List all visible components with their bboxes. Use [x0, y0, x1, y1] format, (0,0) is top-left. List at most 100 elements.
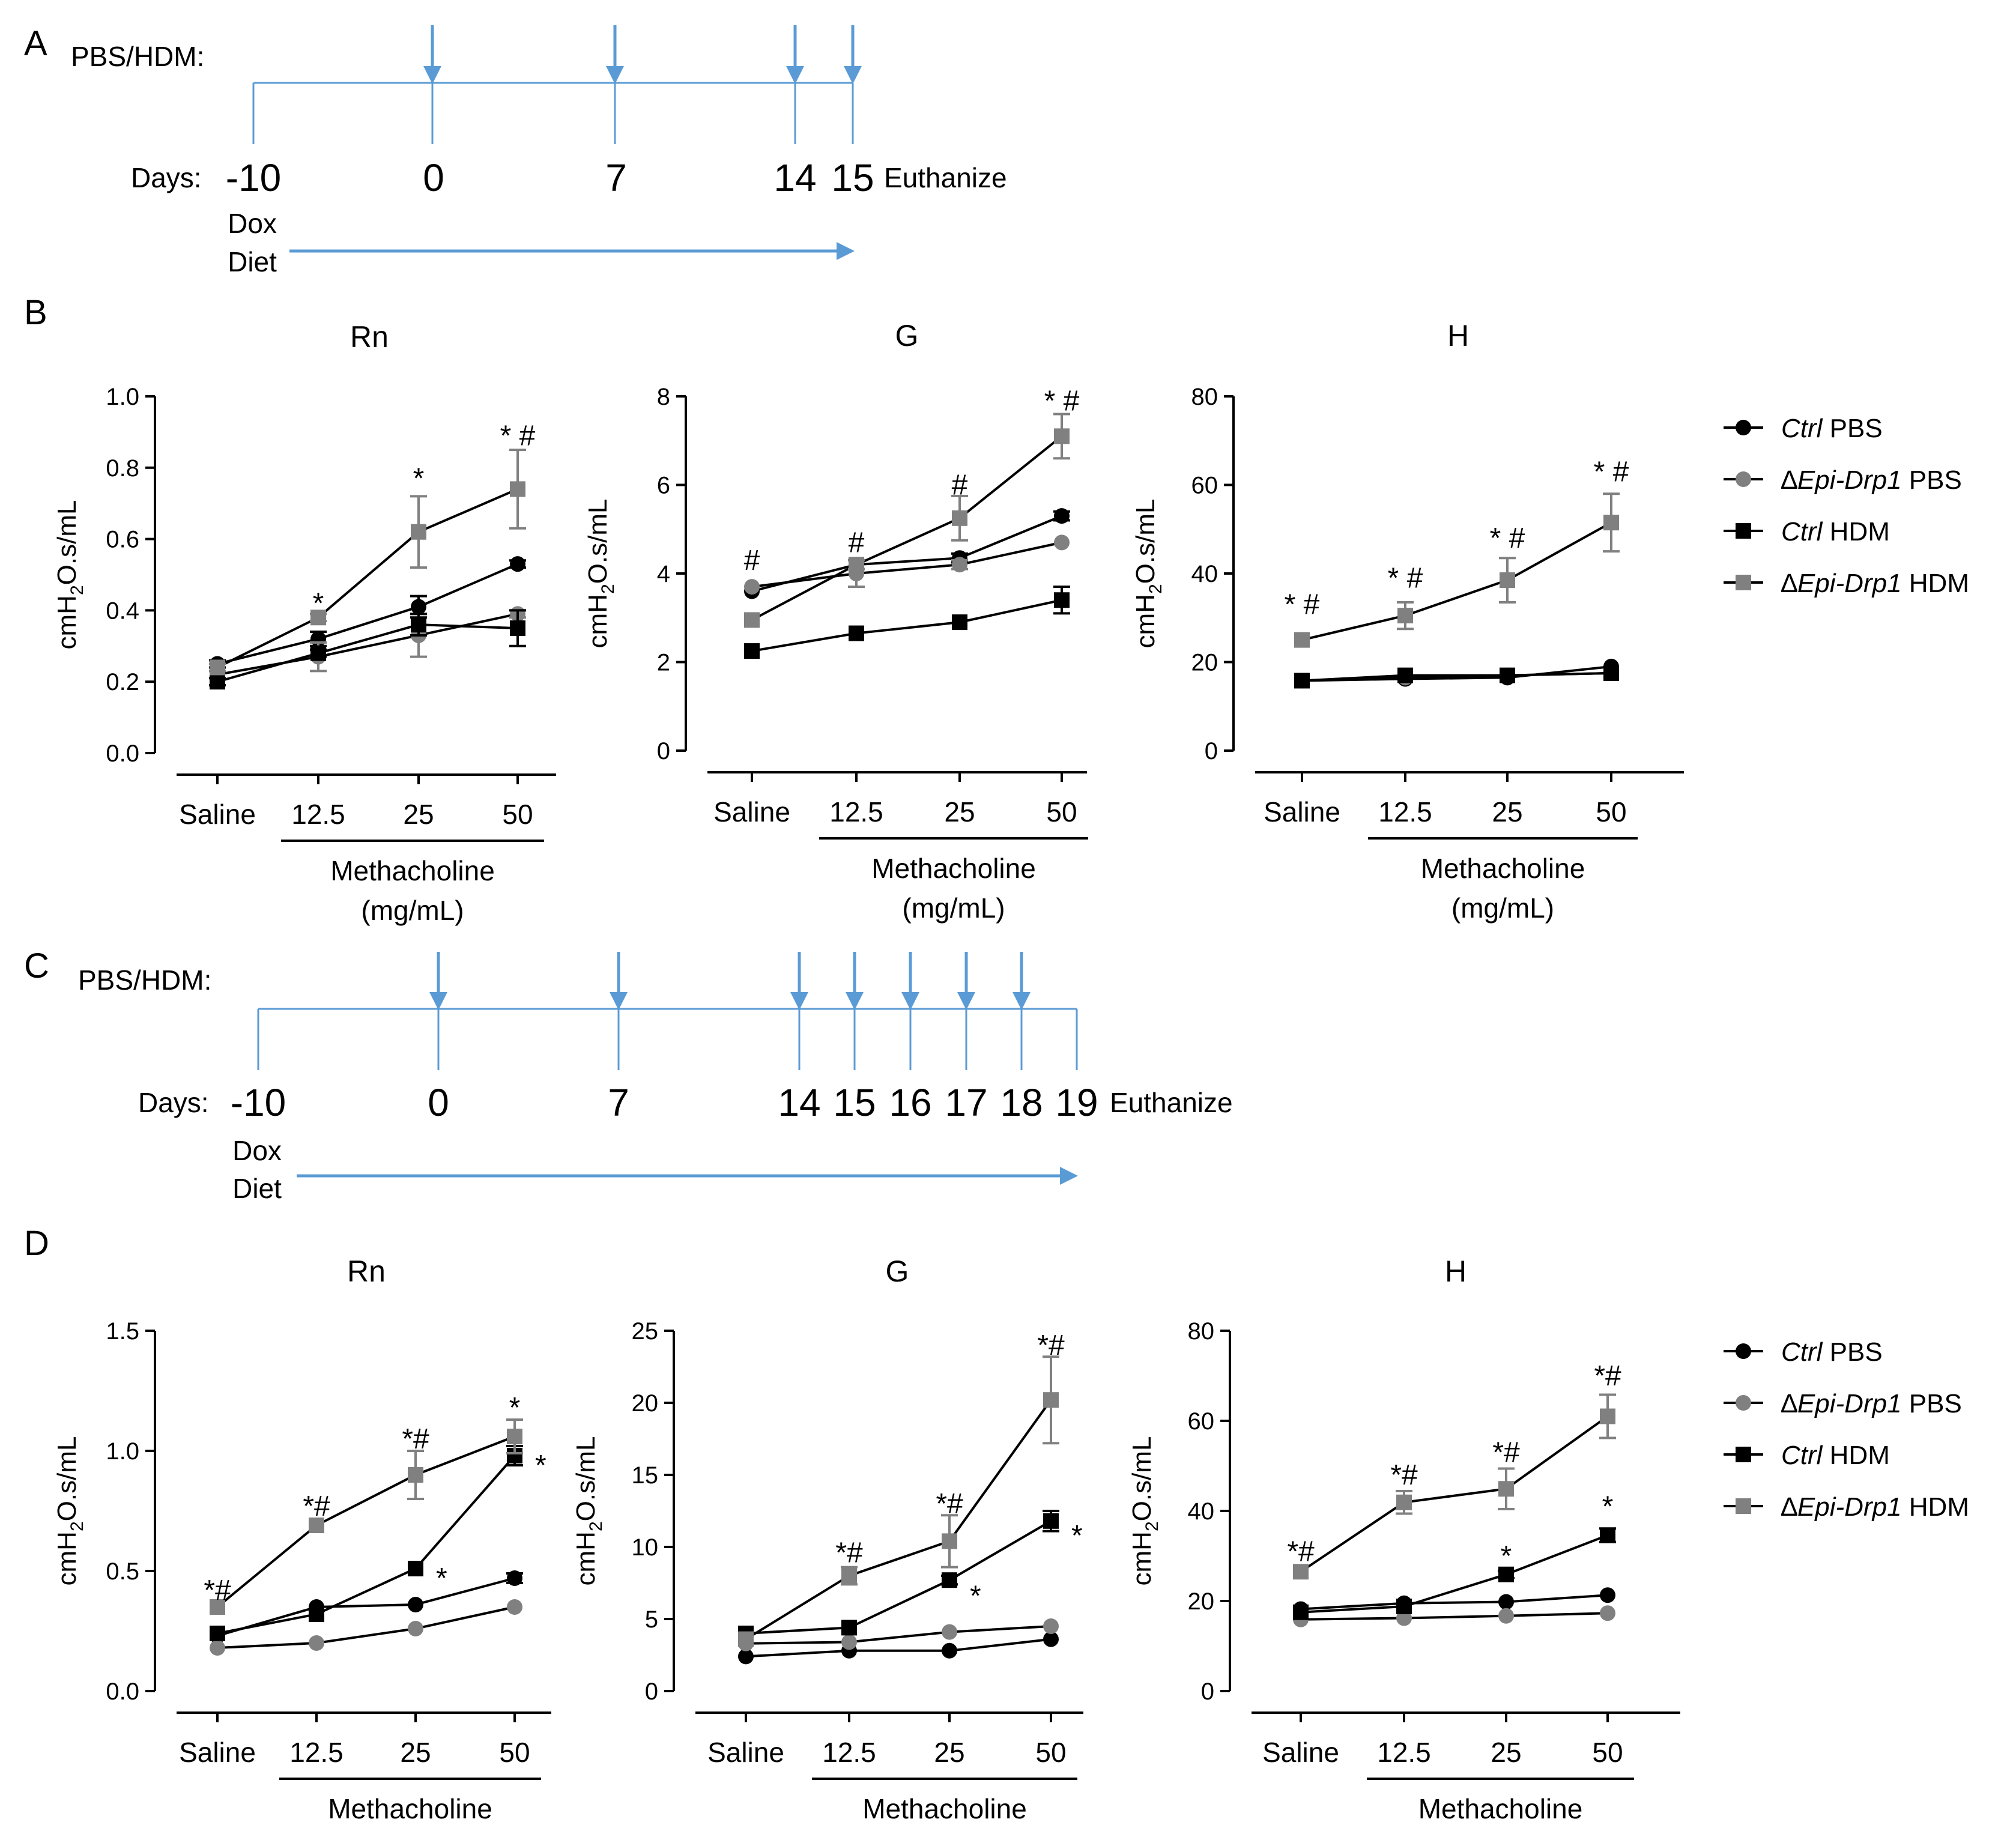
data-point [1294, 673, 1310, 689]
series-ctrl-hdm [210, 1445, 523, 1641]
x-axis-label-unit: (mg/mL) [1451, 892, 1554, 924]
significance-marker: *# [1287, 1536, 1315, 1568]
x-tick-label: 50 [1592, 1737, 1623, 1768]
x-axis-label-unit: (mg/mL) [902, 892, 1005, 924]
legend-item: ∆Epi-Drp1 HDM [1724, 569, 1969, 598]
y-tick-label: 40 [1188, 1498, 1215, 1525]
day-label: 14 [773, 156, 816, 199]
series-ctrl-pbs [744, 508, 1070, 599]
day-label: -10 [226, 156, 282, 199]
series-line [217, 1454, 516, 1635]
y-tick-label: 5 [645, 1606, 658, 1633]
x-axis-label: Methacholine [330, 855, 495, 886]
day-label: 16 [889, 1081, 931, 1124]
series-line [1300, 1534, 1608, 1614]
data-point [1043, 1392, 1059, 1408]
x-tick-label: 50 [1596, 796, 1626, 828]
y-tick-label: 15 [632, 1462, 659, 1489]
significance-marker: * # [1044, 385, 1080, 417]
day-label: 17 [945, 1081, 987, 1124]
series-line [217, 488, 518, 669]
data-point [408, 1597, 423, 1612]
y-tick-label: 40 [1191, 561, 1218, 587]
series-line [1301, 521, 1612, 641]
significance-marker: * [535, 1450, 546, 1481]
y-axis-label: cmH2O.s/mL [52, 1436, 87, 1586]
data-point [1043, 1618, 1059, 1634]
y-axis-label: cmH2O.s/mL [583, 499, 618, 649]
y-tick-label: 60 [1188, 1408, 1215, 1435]
y-tick-label: 0 [657, 738, 670, 764]
data-point [1043, 1513, 1059, 1529]
day-label: 14 [778, 1081, 820, 1124]
significance-marker: * [1501, 1540, 1512, 1572]
chart-title: G [895, 319, 919, 353]
x-tick-label: 12.5 [289, 1737, 344, 1768]
legend-label: ∆Epi-Drp1 PBS [1781, 465, 1962, 495]
data-point [507, 1429, 522, 1444]
data-point [411, 617, 426, 633]
data-point [841, 1634, 857, 1650]
legend-marker [1736, 471, 1751, 487]
y-tick-label: 4 [657, 561, 670, 587]
legend-marker [1736, 575, 1751, 590]
x-axis-label-unit: (mg/mL) [359, 1833, 461, 1837]
days-label-a: Days: [131, 162, 202, 193]
x-tick-label: 25 [400, 1737, 431, 1768]
data-point [952, 510, 967, 526]
chart-d-rn: Rn 0.0 0.5 1.0 1.5 cmH2O.s/mL Saline 12.5 25 50Me… [52, 1254, 551, 1837]
data-point [1396, 1599, 1412, 1614]
series-ctrl-hdm [738, 1510, 1059, 1641]
x-axis-label-unit: (mg/mL) [361, 895, 464, 926]
day-label: 0 [428, 1081, 449, 1124]
data-point [309, 1635, 324, 1651]
legend-item: ∆Epi-Drp1 HDM [1724, 1492, 1969, 1522]
timeline-a: A PBS/HDM: Days: -10 0 7 14 15 Euthanize… [24, 24, 1007, 277]
diet-label-c: Diet [232, 1173, 282, 1204]
legend-label: Ctrl PBS [1781, 414, 1883, 443]
data-point [738, 1631, 754, 1647]
data-point [1498, 1608, 1514, 1624]
series-ctrl-hdm [209, 609, 526, 690]
x-tick-label: 12.5 [822, 1737, 876, 1768]
day-label: 7 [608, 1081, 629, 1124]
data-point [1498, 1481, 1514, 1497]
series-epi-drp1-hdm [1293, 1393, 1616, 1580]
y-tick-label: 1.0 [106, 1438, 139, 1465]
y-tick-label: 25 [632, 1318, 659, 1345]
series-ctrl-hdm [1293, 1527, 1616, 1620]
x-tick-label: Saline [1262, 1737, 1339, 1768]
series-epi-drp1-pbs [210, 1599, 522, 1656]
treatment-label-a: PBS/HDM: [71, 41, 204, 72]
data-point [310, 645, 326, 661]
data-point [210, 1599, 225, 1615]
data-point [738, 1648, 754, 1665]
legend-label: Ctrl PBS [1781, 1337, 1883, 1367]
data-point [1397, 667, 1413, 683]
significance-marker: * # [1285, 589, 1320, 621]
significance-marker: * # [1594, 456, 1629, 488]
data-point [1603, 515, 1619, 531]
legend-label: ∆Epi-Drp1 HDM [1781, 569, 1969, 598]
series-line [217, 1606, 515, 1649]
data-point [507, 1599, 522, 1615]
data-point [1043, 1631, 1059, 1647]
significance-marker: # [849, 527, 865, 558]
euthanize-label-a: Euthanize [884, 162, 1007, 193]
legend-marker [1736, 1395, 1751, 1411]
panel-label-b: B [24, 293, 47, 332]
x-axis-label: Methacholine [1418, 1793, 1583, 1824]
x-tick-label: Saline [707, 1737, 784, 1768]
series-line [745, 1638, 1052, 1658]
data-point [1600, 1408, 1615, 1424]
significance-marker: * [970, 1581, 981, 1612]
data-point [408, 1467, 423, 1483]
day-label: 19 [1055, 1081, 1098, 1124]
series-line [217, 1577, 515, 1637]
data-point [744, 643, 760, 659]
data-point [841, 1568, 857, 1584]
x-tick-label: 25 [1491, 1737, 1521, 1768]
chart-title: G [886, 1254, 909, 1288]
series-line [217, 563, 518, 665]
